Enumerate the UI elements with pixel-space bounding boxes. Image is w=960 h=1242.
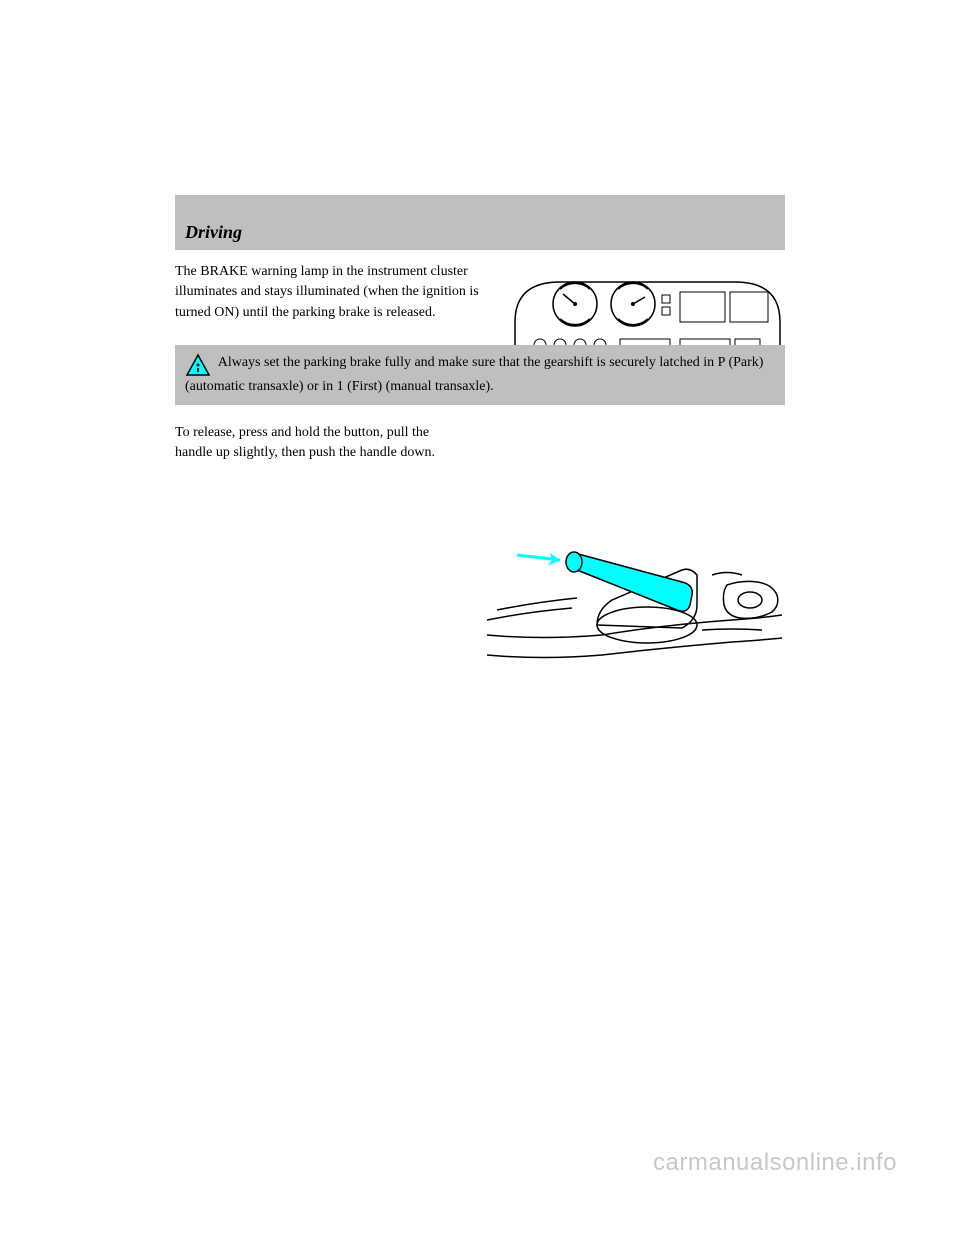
handbrake-illustration xyxy=(482,540,785,690)
warning-box: Always set the parking brake fully and m… xyxy=(175,345,785,405)
warning-message: Always set the parking brake fully and m… xyxy=(185,355,763,394)
release-paragraph: To release, press and hold the button, p… xyxy=(175,423,450,464)
section-title: Driving xyxy=(185,222,775,243)
release-section: To release, press and hold the button, p… xyxy=(175,423,785,464)
warning-text: Always set the parking brake fully and m… xyxy=(185,353,775,397)
warning-triangle-icon xyxy=(185,353,211,377)
intro-paragraph: The BRAKE warning lamp in the instrument… xyxy=(175,262,480,323)
watermark-text: carmanualsonline.info xyxy=(653,1149,897,1177)
section-header: Driving xyxy=(175,195,785,250)
